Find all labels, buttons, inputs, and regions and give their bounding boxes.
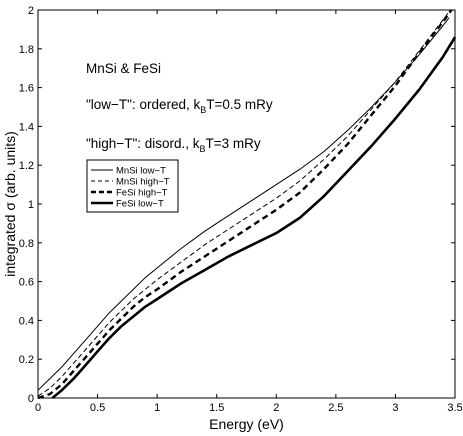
annotation-low-t-subscript: B	[200, 105, 206, 115]
y-tick-label: 1.4	[19, 121, 34, 133]
legend-label-fesi-high-t: FeSi high−T	[116, 188, 168, 199]
annotation-low-t-value: T=0.5 mRy	[206, 97, 273, 112]
annotation-high-t-text: "high−T": disord., k	[86, 136, 200, 151]
y-tick-label: 1	[28, 199, 34, 211]
y-tick-label: 1.8	[19, 44, 34, 56]
x-tick-label: 1	[154, 402, 160, 414]
y-tick-label: 0.8	[19, 238, 34, 250]
legend-label-mnsi-high-t: MnSi high−T	[116, 177, 170, 188]
annotation-title: MnSi & FeSi	[86, 61, 161, 76]
y-tick-label: 0.2	[19, 354, 34, 366]
x-tick-label: 2	[273, 402, 279, 414]
y-tick-label: 1.2	[19, 160, 34, 172]
y-tick-label: 0.4	[19, 315, 34, 327]
series-line-mnsi-high-t	[37, 11, 450, 397]
legend-label-fesi-low-t: FeSi low−T	[116, 199, 164, 210]
x-tick-label: 2.5	[328, 402, 343, 414]
x-axis: 0 0.5 1 1.5 2 2.5 3 3.5	[35, 10, 463, 414]
annotation-high-t-subscript: B	[200, 144, 206, 154]
x-tick-label: 0.5	[90, 402, 105, 414]
x-tick-label: 1.5	[209, 402, 224, 414]
y-tick-label: 0.6	[19, 277, 34, 289]
annotation-high-t: "high−T": disord., kBT=3 mRy	[86, 136, 261, 154]
series-group	[37, 9, 457, 400]
y-axis-label: integrated σ (arb. units)	[2, 131, 18, 277]
y-tick-label: 0	[28, 393, 34, 405]
y-axis: 0 0.2 0.4 0.6 0.8 1 1.2 1.4 1.6 1.8 2	[19, 5, 455, 405]
series-line-mnsi-low-t	[37, 17, 450, 391]
series-line-fesi-high-t	[37, 9, 453, 400]
y-tick-label: 1.6	[19, 83, 34, 95]
y-tick-label: 2	[28, 5, 34, 17]
annotation-low-t-text: "low−T": ordered, k	[86, 97, 201, 112]
x-tick-label: 3.5	[447, 402, 462, 414]
annotation-high-t-value: T=3 mRy	[206, 136, 261, 151]
legend-label-mnsi-low-t: MnSi low−T	[116, 166, 166, 177]
x-tick-label: 3	[392, 402, 398, 414]
legend: MnSi low−T MnSi high−T FeSi high−T FeSi …	[86, 159, 179, 213]
annotation-low-t: "low−T": ordered, kBT=0.5 mRy	[86, 97, 273, 115]
series-line-fesi-low-t	[51, 36, 457, 400]
x-axis-label: Energy (eV)	[209, 416, 284, 432]
x-tick-label: 0	[35, 402, 41, 414]
